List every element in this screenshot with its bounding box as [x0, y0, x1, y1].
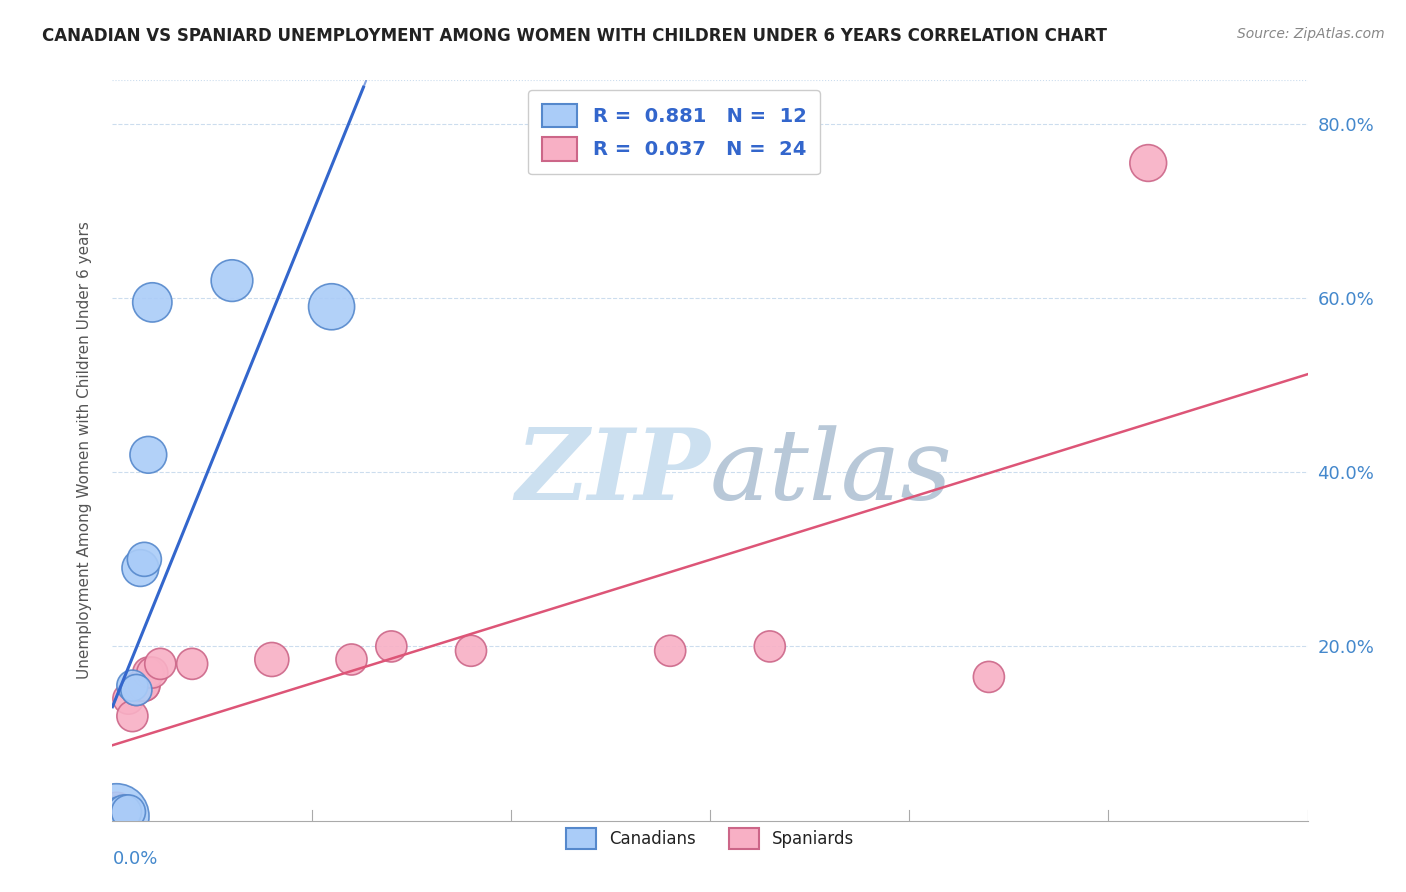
Point	[321, 300, 343, 314]
Text: ZIP: ZIP	[515, 425, 710, 521]
Point	[121, 709, 143, 723]
Point	[659, 644, 682, 658]
Point	[138, 448, 160, 462]
Point	[460, 644, 482, 658]
Point	[125, 683, 148, 698]
Point	[114, 805, 135, 819]
Point	[149, 657, 172, 671]
Point	[134, 679, 156, 693]
Point	[105, 809, 128, 823]
Point	[340, 652, 363, 666]
Point	[260, 652, 283, 666]
Point	[105, 805, 128, 819]
Point	[759, 640, 782, 654]
Point	[141, 295, 163, 310]
Point	[121, 679, 143, 693]
Point	[114, 805, 135, 819]
Point	[129, 679, 152, 693]
Point	[114, 805, 135, 819]
Point	[129, 561, 152, 575]
Point	[110, 809, 132, 823]
Point	[117, 691, 139, 706]
Point	[141, 665, 163, 680]
Point	[221, 274, 243, 288]
Point	[110, 805, 132, 819]
Text: 0.0%: 0.0%	[112, 850, 157, 868]
Point	[977, 670, 1000, 684]
Point	[1137, 156, 1160, 170]
Point	[110, 809, 132, 823]
Point	[380, 640, 402, 654]
Y-axis label: Unemployment Among Women with Children Under 6 years: Unemployment Among Women with Children U…	[77, 221, 91, 680]
Point	[181, 657, 204, 671]
Legend: Canadians, Spaniards: Canadians, Spaniards	[554, 817, 866, 861]
Text: Source: ZipAtlas.com: Source: ZipAtlas.com	[1237, 27, 1385, 41]
Point	[134, 552, 156, 566]
Point	[134, 679, 156, 693]
Point	[105, 809, 128, 823]
Point	[117, 805, 139, 819]
Point	[125, 683, 148, 698]
Point	[138, 665, 160, 680]
Text: atlas: atlas	[710, 425, 953, 520]
Text: CANADIAN VS SPANIARD UNEMPLOYMENT AMONG WOMEN WITH CHILDREN UNDER 6 YEARS CORREL: CANADIAN VS SPANIARD UNEMPLOYMENT AMONG …	[42, 27, 1107, 45]
